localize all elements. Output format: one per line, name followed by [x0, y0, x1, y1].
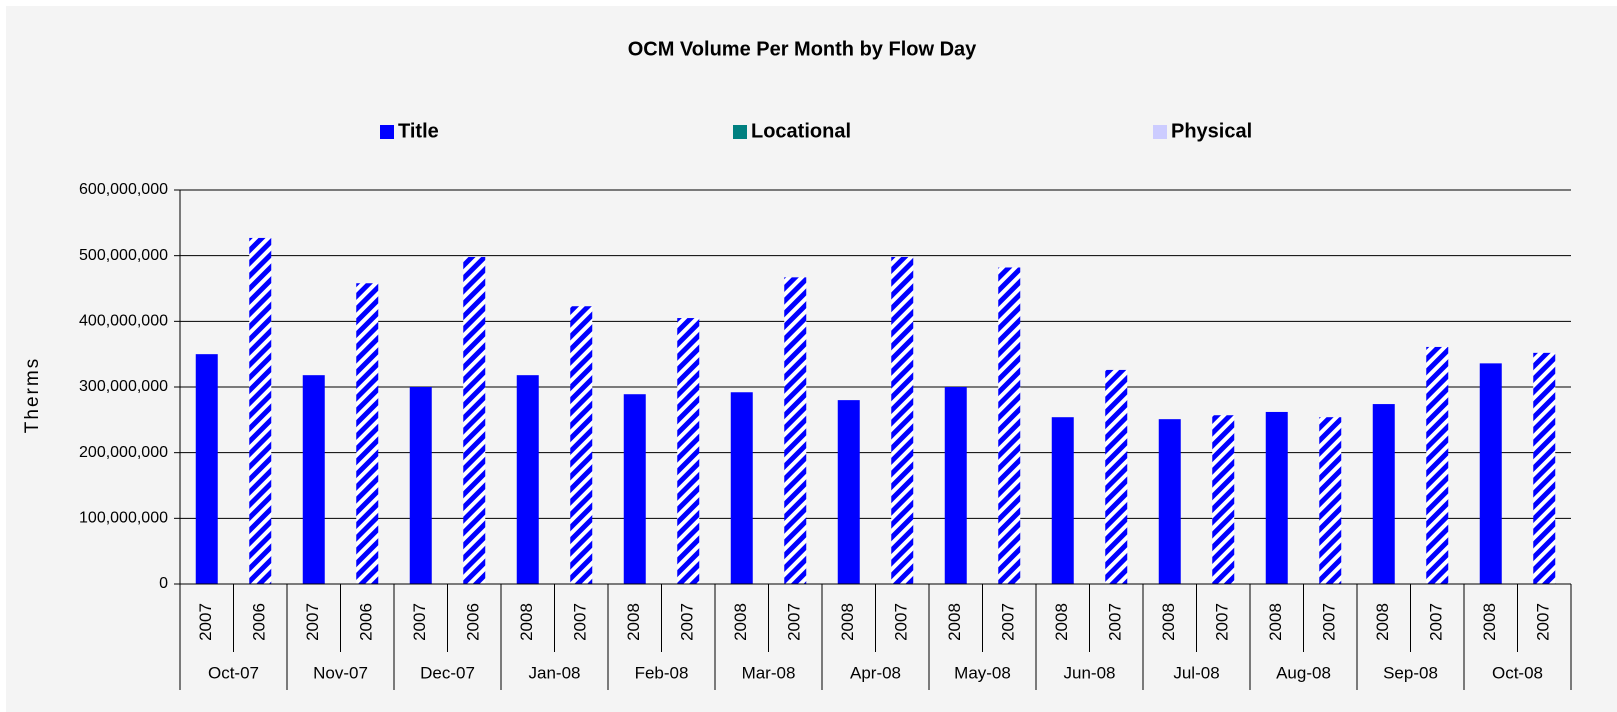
y-tick-label: 0: [159, 575, 168, 592]
bar: [1319, 417, 1342, 584]
x-sub-label: 2008: [1052, 603, 1071, 641]
bar: [302, 375, 325, 584]
x-sub-label: 2007: [410, 603, 429, 641]
y-tick-label: 400,000,000: [79, 313, 168, 330]
legend-label: Title: [398, 120, 439, 142]
bar: [356, 283, 379, 584]
x-category-label: Oct-08: [1492, 663, 1543, 682]
chart-background: [6, 6, 1617, 712]
x-category-label: Dec-07: [420, 663, 475, 682]
x-sub-label: 2007: [1106, 603, 1125, 641]
bar: [1533, 352, 1556, 584]
x-sub-label: 2007: [1427, 603, 1446, 641]
bar: [837, 400, 860, 584]
chart-title: OCM Volume Per Month by Flow Day: [628, 38, 977, 60]
y-tick-label: 600,000,000: [79, 181, 168, 198]
x-category-label: Feb-08: [635, 663, 689, 682]
x-sub-label: 2007: [196, 603, 215, 641]
bar: [944, 387, 967, 584]
x-category-label: May-08: [954, 663, 1011, 682]
x-sub-label: 2007: [892, 603, 911, 641]
bar: [623, 394, 646, 584]
x-category-label: Apr-08: [850, 663, 901, 682]
x-sub-label: 2007: [785, 603, 804, 641]
legend-swatch: [380, 125, 394, 139]
x-sub-label: 2006: [357, 603, 376, 641]
bar: [677, 318, 700, 584]
x-category-label: Nov-07: [313, 663, 368, 682]
bar: [195, 354, 218, 584]
legend-label: Locational: [751, 120, 851, 142]
legend-swatch: [1153, 125, 1167, 139]
x-sub-label: 2008: [1480, 603, 1499, 641]
bar: [1372, 404, 1395, 584]
x-sub-label: 2006: [464, 603, 483, 641]
bar: [463, 256, 486, 584]
bar: [249, 237, 272, 585]
bar: [891, 256, 914, 584]
x-sub-label: 2008: [1159, 603, 1178, 641]
bar: [998, 267, 1021, 584]
bar: [1158, 419, 1181, 584]
x-category-label: Jun-08: [1064, 663, 1116, 682]
x-sub-label: 2008: [731, 603, 750, 641]
bar: [1212, 415, 1235, 584]
x-category-label: Jul-08: [1173, 663, 1219, 682]
x-sub-label: 2008: [517, 603, 536, 641]
y-tick-label: 500,000,000: [79, 247, 168, 264]
bar: [1479, 363, 1502, 584]
bar: [409, 387, 432, 584]
bar: [570, 306, 593, 584]
bar: [516, 375, 539, 584]
y-tick-label: 300,000,000: [79, 378, 168, 395]
bar: [1105, 369, 1128, 584]
x-sub-label: 2007: [1534, 603, 1553, 641]
x-sub-label: 2008: [624, 603, 643, 641]
bar: [1426, 346, 1449, 584]
x-category-label: Sep-08: [1383, 663, 1438, 682]
bar: [784, 277, 807, 584]
x-sub-label: 2008: [945, 603, 964, 641]
y-tick-label: 100,000,000: [79, 510, 168, 527]
x-sub-label: 2007: [678, 603, 697, 641]
legend-swatch: [733, 125, 747, 139]
x-sub-label: 2007: [999, 603, 1018, 641]
x-sub-label: 2008: [1266, 603, 1285, 641]
legend-label: Physical: [1171, 120, 1252, 142]
x-sub-label: 2007: [303, 603, 322, 641]
x-category-label: Aug-08: [1276, 663, 1331, 682]
bar: [730, 392, 753, 584]
x-sub-label: 2007: [571, 603, 590, 641]
bar: [1265, 411, 1288, 584]
x-sub-label: 2008: [838, 603, 857, 641]
x-sub-label: 2007: [1213, 603, 1232, 641]
bar: [1051, 417, 1074, 584]
x-category-label: Mar-08: [742, 663, 796, 682]
x-category-label: Jan-08: [529, 663, 581, 682]
y-tick-label: 200,000,000: [79, 444, 168, 461]
x-category-label: Oct-07: [208, 663, 259, 682]
x-sub-label: 2007: [1320, 603, 1339, 641]
x-sub-label: 2006: [250, 603, 269, 641]
y-axis-label: Therms: [22, 357, 43, 433]
x-sub-label: 2008: [1373, 603, 1392, 641]
